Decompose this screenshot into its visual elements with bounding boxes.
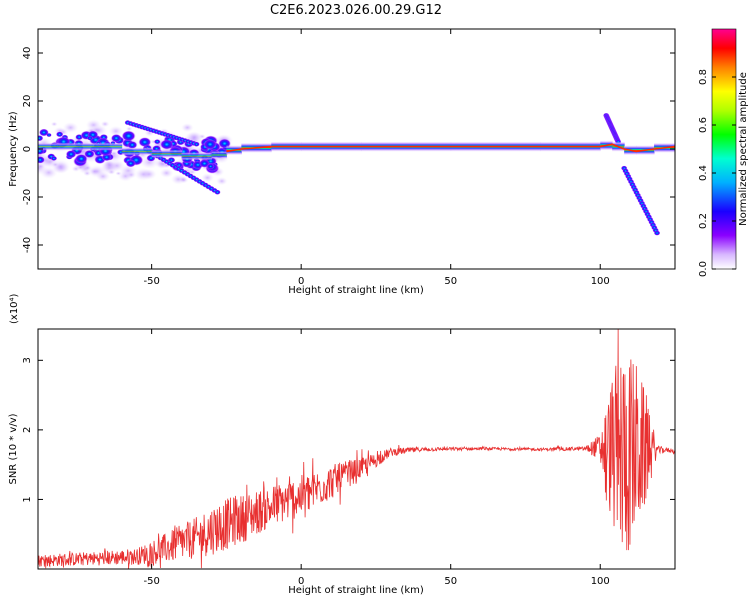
spectrogram-haze-cell bbox=[159, 168, 174, 178]
spectrogram-signal-cell bbox=[38, 128, 49, 137]
spectrogram-panel: -50 0 50 100 -40 -20 0 20 40 Height of straight… bbox=[8, 28, 676, 296]
spectrogram-drift-cell bbox=[653, 230, 661, 236]
spectrogram-haze-cell bbox=[40, 166, 58, 179]
spectrogram-signal-cell bbox=[206, 163, 215, 170]
snr-x-tick-label: 50 bbox=[444, 576, 457, 587]
spectrogram-y-tick-label: -40 bbox=[22, 237, 33, 253]
spectrogram-tone-segment bbox=[151, 149, 183, 158]
snr-y-ticks: 1 2 3 bbox=[22, 357, 675, 503]
spectrogram-signal-cell bbox=[75, 153, 88, 164]
spectrogram-signal-cell bbox=[84, 149, 95, 158]
spectrogram-x-ticks: -50 0 50 100 bbox=[143, 29, 610, 287]
spectrogram-haze-cell bbox=[201, 173, 214, 183]
spectrogram-y-ticks: -40 -20 0 20 40 bbox=[22, 47, 675, 253]
spectrogram-tone-band bbox=[38, 140, 675, 161]
spectrogram-signal-cell bbox=[153, 139, 161, 145]
snr-y-tick-label: 3 bbox=[22, 357, 33, 363]
spectrogram-haze-cell bbox=[181, 123, 194, 133]
spectrogram-x-tick-label: 50 bbox=[444, 276, 457, 287]
spectrogram-tone-segment bbox=[211, 151, 227, 159]
spectrogram-tone-segment bbox=[181, 152, 212, 161]
spectrogram-drift-cell bbox=[214, 189, 221, 195]
spectrogram-signal-cell bbox=[50, 155, 58, 161]
spectrogram-y-tick-label: -20 bbox=[22, 189, 33, 205]
spectrogram-signal-cell bbox=[46, 132, 52, 138]
colorbar-label: Normalized spectral amplitude bbox=[738, 72, 749, 226]
spectrogram-haze-cell bbox=[84, 165, 91, 171]
snr-y-multiplier: (x10⁴) bbox=[9, 293, 20, 324]
snr-y-label: SNR (10 * v/v) bbox=[8, 413, 19, 484]
spectrogram-signal-cell bbox=[203, 139, 217, 150]
spectrogram-haze-cell bbox=[117, 170, 133, 182]
snr-x-tick-label: 0 bbox=[298, 576, 304, 587]
spectrogram-haze-cell bbox=[115, 171, 122, 176]
spectrogram-haze-cell bbox=[101, 159, 118, 171]
spectrogram-haze-cell bbox=[50, 121, 58, 127]
spectrogram-tone-segment bbox=[121, 147, 153, 156]
spectrogram-signal-cell bbox=[121, 130, 136, 142]
colorbar-gradient bbox=[711, 28, 737, 270]
spectrogram-haze-cell bbox=[89, 167, 100, 176]
spectrogram-haze-cell bbox=[179, 176, 189, 184]
colorbar-tick-label: 0.6 bbox=[698, 117, 709, 133]
colorbar-tick-label: 0.0 bbox=[698, 261, 709, 277]
spectrogram-haze-cell bbox=[134, 167, 153, 181]
spectrogram-y-label: Frequency (Hz) bbox=[8, 111, 19, 187]
spectrogram-haze-cell bbox=[108, 125, 124, 137]
figure-title: C2E6.2023.026.00.29.G12 bbox=[270, 3, 442, 18]
spectrogram-haze-cell bbox=[83, 170, 92, 177]
spectrogram-haze-cell bbox=[216, 177, 228, 186]
colorbar-ticks: 0.0 0.2 0.4 0.6 0.8 bbox=[698, 69, 736, 277]
spectrogram-signal-cell bbox=[65, 150, 77, 159]
spectrogram-signal-cell bbox=[55, 131, 64, 138]
spectrogram-x-label: Height of straight line (km) bbox=[288, 285, 424, 296]
spectrogram-y-tick-label: 40 bbox=[22, 47, 33, 60]
snr-series-line bbox=[38, 329, 675, 569]
spectrogram-tone-core-line bbox=[226, 143, 675, 153]
snr-y-tick-label: 1 bbox=[22, 496, 33, 502]
spectrogram-signal-cell bbox=[160, 139, 174, 150]
spectrogram-signal-cell bbox=[125, 159, 136, 168]
spectrogram-drift-cell bbox=[193, 141, 200, 147]
snr-x-tick-label: 100 bbox=[591, 576, 610, 587]
spectrogram-signal-cell bbox=[86, 135, 94, 141]
colorbar: 0.0 0.2 0.4 0.6 0.8 Normalized spectral ampl… bbox=[698, 28, 749, 277]
spectrogram-x-tick-label: 0 bbox=[298, 276, 304, 287]
spectrogram-x-tick-label: 100 bbox=[591, 276, 610, 287]
spectrogram-signal-cell bbox=[38, 135, 44, 142]
snr-x-label: Height of straight line (km) bbox=[288, 585, 424, 596]
colorbar-tick-label: 0.8 bbox=[698, 69, 709, 85]
spectrogram-x-tick-label: -50 bbox=[143, 276, 159, 287]
spectrogram-signal-cell bbox=[127, 141, 138, 149]
colorbar-tick-label: 0.4 bbox=[698, 165, 709, 181]
spectrogram-signal-cell bbox=[38, 156, 45, 164]
spectrogram-scatter bbox=[38, 112, 661, 236]
spectrogram-tone-segment bbox=[91, 142, 123, 151]
spectrogram-y-tick-label: 20 bbox=[22, 95, 33, 108]
snr-plot-area bbox=[38, 329, 675, 569]
snr-x-ticks: -50 0 50 100 bbox=[143, 329, 610, 587]
snr-panel: -50 0 50 100 1 2 3 Height of straight line (k… bbox=[8, 293, 676, 596]
snr-y-multiplier-label: (x10⁴) bbox=[9, 293, 20, 324]
snr-x-tick-label: -50 bbox=[143, 576, 159, 587]
spectrogram-tone-segment bbox=[38, 142, 93, 151]
spectrogram-haze-cell bbox=[126, 126, 133, 132]
snr-frame bbox=[37, 328, 676, 570]
spectrogram-y-tick-label: 0 bbox=[22, 146, 33, 152]
spectrogram-plot-area bbox=[38, 112, 675, 236]
colorbar-tick-label: 0.2 bbox=[698, 213, 709, 229]
snr-y-tick-label: 2 bbox=[22, 427, 33, 433]
spectrogram-signal-cell bbox=[110, 134, 122, 143]
